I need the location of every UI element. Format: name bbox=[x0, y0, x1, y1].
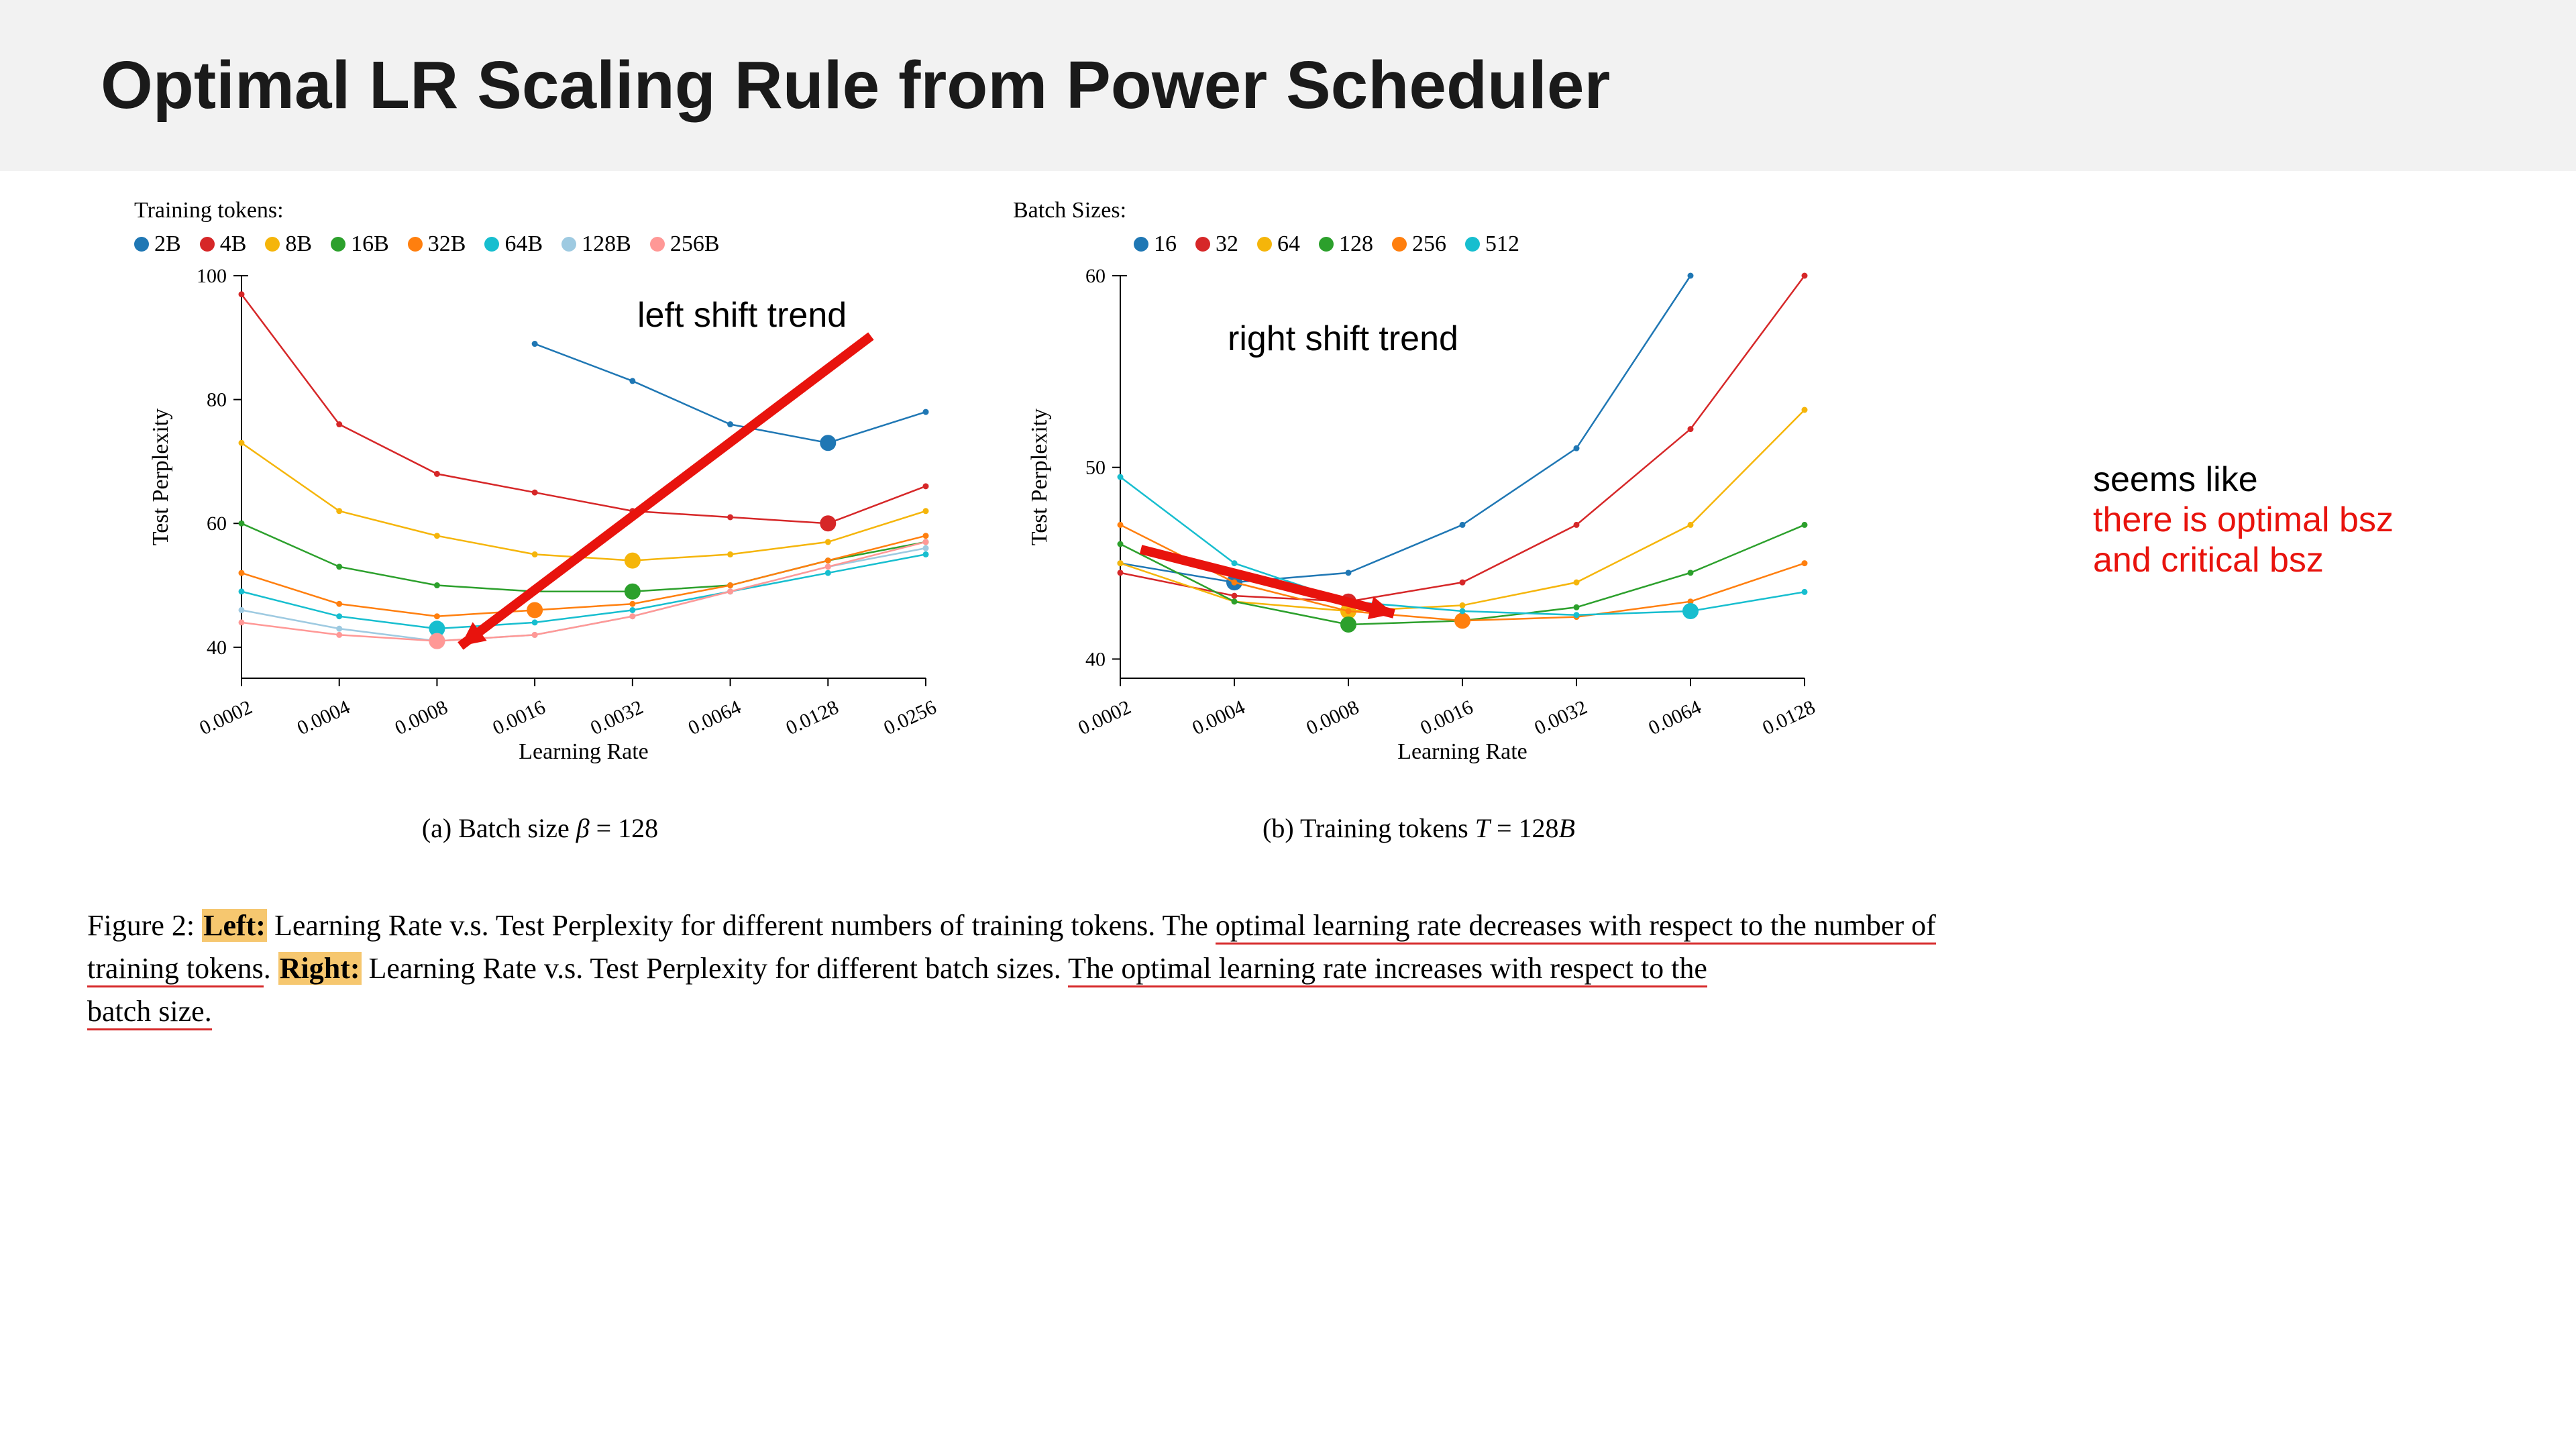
legend-dot-icon bbox=[265, 237, 280, 252]
legend-label: 32B bbox=[428, 231, 466, 257]
legend-dot-icon bbox=[408, 237, 423, 252]
legend-label: 16B bbox=[351, 231, 389, 257]
svg-text:0.0016: 0.0016 bbox=[489, 696, 549, 739]
legend-dot-icon bbox=[1195, 237, 1210, 252]
legend-dot-icon bbox=[650, 237, 665, 252]
chart-b-legend-title: Batch Sizes: bbox=[1013, 198, 1825, 223]
svg-text:Test Perplexity: Test Perplexity bbox=[1027, 409, 1052, 545]
svg-text:0.0002: 0.0002 bbox=[1075, 696, 1134, 739]
legend-dot-icon bbox=[484, 237, 499, 252]
legend-dot-icon bbox=[1134, 237, 1148, 252]
chart-a-svg: 40 60 80 100 0.0002 0.0004 0.0008 0.0016 0.0032 0… bbox=[134, 269, 946, 786]
svg-text:0.0256: 0.0256 bbox=[880, 696, 940, 739]
svg-text:Learning Rate: Learning Rate bbox=[519, 739, 649, 764]
side-note-line1: seems like bbox=[2093, 460, 2496, 500]
legend-label: 512 bbox=[1485, 231, 1519, 257]
slide-header: Optimal LR Scaling Rule from Power Sched… bbox=[0, 0, 2576, 171]
legend-dot-icon bbox=[1257, 237, 1272, 252]
legend-dot-icon bbox=[1392, 237, 1407, 252]
legend-label: 64B bbox=[504, 231, 543, 257]
chart-b-panel: Batch Sizes: 16 32 64 128 256 512 40 50 60 0.000… bbox=[1013, 198, 1825, 844]
legend-label: 128B bbox=[582, 231, 631, 257]
slide-title: Optimal LR Scaling Rule from Power Sched… bbox=[101, 47, 2475, 124]
legend-item: 16B bbox=[331, 231, 389, 257]
legend-item: 8B bbox=[265, 231, 312, 257]
legend-item: 64B bbox=[484, 231, 543, 257]
svg-text:0.0032: 0.0032 bbox=[1531, 696, 1591, 739]
legend-item: 64 bbox=[1257, 231, 1300, 257]
legend-item: 2B bbox=[134, 231, 181, 257]
svg-text:40: 40 bbox=[1085, 648, 1106, 670]
chart-a-panel: Training tokens: 2B 4B 8B 16B 32B 64B 128B 256B… bbox=[134, 198, 946, 844]
svg-text:60: 60 bbox=[207, 513, 227, 535]
chart-a-legend-title: Training tokens: bbox=[134, 198, 946, 223]
legend-label: 128 bbox=[1339, 231, 1373, 257]
legend-item: 4B bbox=[200, 231, 247, 257]
svg-text:0.0128: 0.0128 bbox=[783, 696, 843, 739]
side-note: seems like there is optimal bsz and crit… bbox=[2093, 460, 2496, 580]
svg-text:80: 80 bbox=[207, 389, 227, 411]
legend-label: 32 bbox=[1216, 231, 1238, 257]
legend-label: 8B bbox=[285, 231, 312, 257]
legend-label: 16 bbox=[1154, 231, 1177, 257]
legend-dot-icon bbox=[1465, 237, 1480, 252]
legend-item: 16 bbox=[1134, 231, 1177, 257]
side-note-line3: and critical bsz bbox=[2093, 540, 2496, 580]
svg-text:0.0008: 0.0008 bbox=[1303, 696, 1362, 739]
legend-item: 128 bbox=[1319, 231, 1373, 257]
svg-text:0.0064: 0.0064 bbox=[1645, 696, 1705, 739]
svg-text:0.0004: 0.0004 bbox=[294, 696, 354, 739]
legend-dot-icon bbox=[200, 237, 215, 252]
chart-a-subcaption: (a) Batch size β = 128 bbox=[134, 812, 946, 844]
legend-item: 128B bbox=[561, 231, 631, 257]
chart-b-annotation-text: right shift trend bbox=[1228, 319, 1458, 359]
svg-text:0.0032: 0.0032 bbox=[587, 696, 647, 739]
legend-label: 256B bbox=[670, 231, 720, 257]
chart-a-legend: 2B 4B 8B 16B 32B 64B 128B 256B bbox=[134, 231, 946, 257]
svg-text:0.0128: 0.0128 bbox=[1759, 696, 1819, 739]
legend-item: 32B bbox=[408, 231, 466, 257]
svg-text:100: 100 bbox=[197, 269, 227, 287]
svg-text:60: 60 bbox=[1085, 269, 1106, 287]
slide-content: Training tokens: 2B4B8B16B32B64B128B256B… bbox=[0, 171, 2576, 1073]
svg-text:0.0002: 0.0002 bbox=[196, 696, 256, 739]
figure-caption: Figure 2: Left: Learning Rate v.s. Test … bbox=[87, 904, 1966, 1032]
legend-label: 4B bbox=[220, 231, 247, 257]
svg-text:0.0016: 0.0016 bbox=[1417, 696, 1477, 739]
legend-item: 32 bbox=[1195, 231, 1238, 257]
svg-text:0.0004: 0.0004 bbox=[1189, 696, 1248, 739]
legend-dot-icon bbox=[134, 237, 149, 252]
legend-dot-icon bbox=[331, 237, 345, 252]
svg-text:0.0064: 0.0064 bbox=[685, 696, 745, 739]
legend-item: 256 bbox=[1392, 231, 1446, 257]
svg-text:50: 50 bbox=[1085, 457, 1106, 479]
chart-a-annotation-text: left shift trend bbox=[637, 295, 847, 335]
svg-text:Learning Rate: Learning Rate bbox=[1397, 739, 1527, 764]
legend-label: 64 bbox=[1277, 231, 1300, 257]
side-note-line2: there is optimal bsz bbox=[2093, 500, 2496, 540]
svg-text:40: 40 bbox=[207, 637, 227, 659]
legend-item: 256B bbox=[650, 231, 720, 257]
legend-label: 256 bbox=[1412, 231, 1446, 257]
legend-label: 2B bbox=[154, 231, 181, 257]
chart-b-legend: 16 32 64 128 256 512 bbox=[1013, 231, 1825, 257]
legend-dot-icon bbox=[561, 237, 576, 252]
legend-dot-icon bbox=[1319, 237, 1334, 252]
svg-text:Test Perplexity: Test Perplexity bbox=[148, 409, 173, 545]
legend-item: 512 bbox=[1465, 231, 1519, 257]
svg-text:0.0008: 0.0008 bbox=[392, 696, 451, 739]
chart-b-subcaption: (b) Training tokens T = 128B bbox=[1013, 812, 1825, 844]
